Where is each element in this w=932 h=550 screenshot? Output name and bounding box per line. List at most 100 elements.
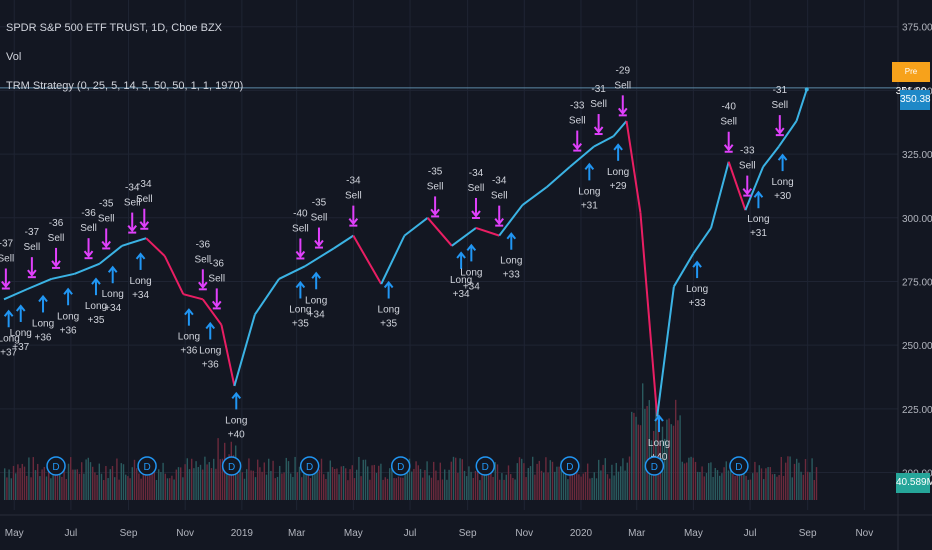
volume-bar xyxy=(787,456,789,500)
volume-bar xyxy=(83,473,85,500)
volume-bar xyxy=(98,463,100,500)
volume-bar xyxy=(523,463,525,500)
long-arrow-head xyxy=(3,309,14,317)
current-price-prefix: Pre xyxy=(904,67,918,76)
long-value-label: +31 xyxy=(581,200,598,211)
volume-bar xyxy=(107,478,109,500)
volume-bar xyxy=(556,466,558,500)
volume-bar xyxy=(171,475,173,500)
volume-bar xyxy=(158,469,160,500)
volume-bar xyxy=(32,457,34,500)
sell-label: Sell xyxy=(24,242,41,253)
price-segment xyxy=(380,235,406,285)
volume-bar xyxy=(699,471,701,500)
volume-bar xyxy=(318,469,320,500)
volume-bar xyxy=(109,469,111,500)
volume-bar xyxy=(408,458,411,500)
sell-arrow-head xyxy=(139,221,150,229)
volume-bar xyxy=(433,461,435,500)
volume-bar xyxy=(446,479,448,500)
volume-bar xyxy=(48,471,50,500)
long-arrow-head xyxy=(456,251,466,259)
x-tick-label: Jul xyxy=(404,528,417,539)
volume-bar xyxy=(620,466,622,500)
volume-bar xyxy=(345,468,347,500)
sell-value-label: -40 xyxy=(721,102,736,113)
volume-bar xyxy=(631,411,633,500)
sell-value-label: -35 xyxy=(99,198,114,209)
volume-bar xyxy=(309,478,312,500)
volume-bar xyxy=(340,466,342,500)
volume-bar xyxy=(571,468,573,500)
volume-bar xyxy=(789,456,791,500)
price-segment xyxy=(593,135,614,148)
volume-bar xyxy=(626,462,628,500)
volume-bar xyxy=(560,460,562,500)
long-value-label: +34 xyxy=(104,303,121,314)
volume-bar xyxy=(61,476,63,500)
long-value-label: +37 xyxy=(0,347,17,358)
long-label: Long xyxy=(289,304,311,315)
volume-bar xyxy=(573,471,576,500)
sell-value-label: -40 xyxy=(293,208,308,219)
long-value-label: +36 xyxy=(180,346,197,357)
long-label: Long xyxy=(450,275,472,286)
dividend-marker xyxy=(560,456,580,476)
volume-bar xyxy=(8,469,10,500)
volume-bar xyxy=(274,478,276,500)
volume-bar xyxy=(208,462,210,500)
volume-bar xyxy=(611,464,613,500)
volume-bar xyxy=(59,461,61,500)
volume-bar xyxy=(45,476,48,500)
volume-bar xyxy=(307,465,309,500)
volume-bar xyxy=(382,479,384,500)
price-segment xyxy=(744,166,765,211)
volume-bar xyxy=(441,479,444,500)
dividend-marker xyxy=(299,456,320,476)
volume-bar xyxy=(78,473,81,500)
volume-bar xyxy=(635,416,637,500)
long-arrow-head xyxy=(135,252,146,260)
dividend-marker xyxy=(221,456,242,476)
volume-bar xyxy=(499,479,501,500)
dividend-marker-label: D xyxy=(482,462,489,473)
long-arrow-head xyxy=(584,162,595,171)
volume-bar xyxy=(639,425,642,500)
sell-arrow-head xyxy=(348,217,359,226)
price-segment xyxy=(521,186,548,206)
long-value-label: +31 xyxy=(750,228,767,239)
long-arrow-head xyxy=(692,260,702,268)
x-tick-label: Nov xyxy=(855,528,873,539)
sell-arrow-head xyxy=(314,239,324,248)
volume-bar xyxy=(122,464,125,500)
volume-bar xyxy=(558,466,560,500)
volume-bar xyxy=(193,468,195,500)
price-segment xyxy=(673,252,695,288)
dividend-marker-label: D xyxy=(306,462,313,473)
long-arrow-head xyxy=(295,280,306,289)
volume-bar xyxy=(468,466,470,500)
volume-bar xyxy=(813,480,815,500)
volume-indicator-label: Vol xyxy=(6,51,22,63)
volume-bar xyxy=(125,474,127,500)
volume-bar xyxy=(708,463,710,500)
sell-value-label: -37 xyxy=(25,227,40,238)
volume-bar xyxy=(285,457,287,500)
volume-bar xyxy=(364,459,367,500)
volume-bar xyxy=(358,456,360,500)
price-segment xyxy=(795,89,808,122)
volume-bar xyxy=(89,462,92,500)
volume-bar xyxy=(793,463,796,500)
y-tick-label: 250.00 xyxy=(902,341,932,352)
volume-bar xyxy=(681,461,683,500)
last-price-tag: 350.38 xyxy=(900,90,931,110)
volume-bar xyxy=(239,463,241,500)
volume-bar xyxy=(120,463,122,500)
sell-value-label: -36 xyxy=(81,208,96,219)
volume-bar xyxy=(602,464,604,500)
volume-bar xyxy=(507,465,510,500)
volume-bar xyxy=(133,459,136,500)
volume-bar xyxy=(259,467,261,500)
volume-bar xyxy=(501,473,503,500)
